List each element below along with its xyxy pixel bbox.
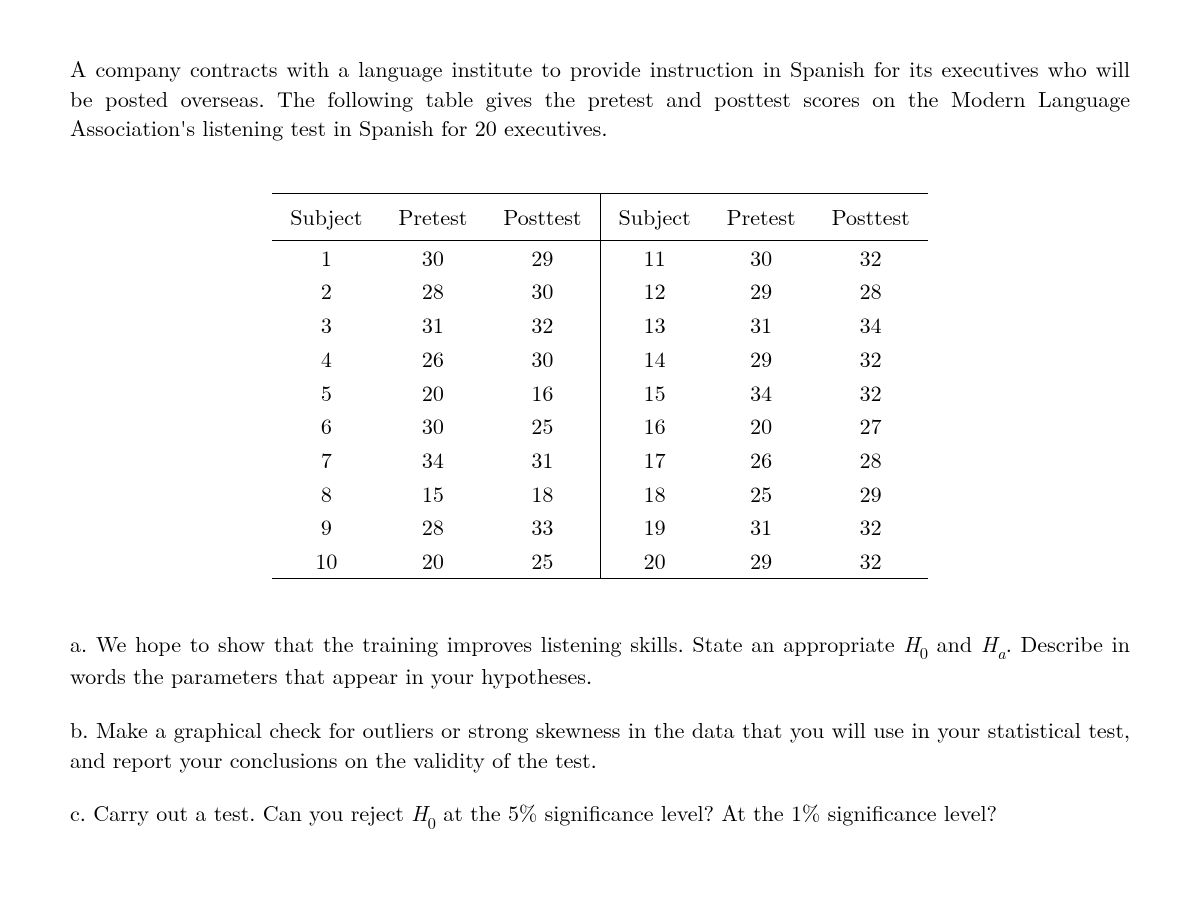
table-cell: 16: [485, 376, 600, 410]
table-cell: 25: [485, 544, 600, 578]
table-cell: 20: [380, 376, 485, 410]
table-cell: 34: [814, 308, 928, 342]
table-cell: 9: [272, 510, 380, 544]
table-row: 22830122928: [272, 274, 927, 308]
table-cell: 32: [814, 240, 928, 274]
table-cell: 17: [600, 443, 709, 477]
qc-suffix: at the 5% significance level? At the 1% …: [436, 797, 997, 828]
table-body: 1302911303222830122928331321331344263014…: [272, 240, 927, 578]
table-cell: 28: [380, 510, 485, 544]
col-subject-1: Subject: [272, 194, 380, 241]
table-cell: 14: [600, 342, 709, 376]
table-cell: 29: [814, 477, 928, 511]
scores-table: Subject Pretest Posttest Subject Pretest…: [272, 193, 927, 579]
table-cell: 30: [485, 342, 600, 376]
table-row: 33132133134: [272, 308, 927, 342]
table-row: 73431172628: [272, 443, 927, 477]
table-cell: 15: [600, 376, 709, 410]
qc-prefix: c. Carry out a test. Can you reject: [70, 797, 411, 828]
table-cell: 6: [272, 409, 380, 443]
qa-h0-sub: 0: [920, 640, 928, 664]
question-a: a. We hope to show that the training imp…: [70, 629, 1130, 691]
qa-ha-sym: H: [981, 628, 997, 659]
table-cell: 20: [380, 544, 485, 578]
qa-and: and: [928, 628, 981, 659]
table-cell: 32: [485, 308, 600, 342]
table-cell: 3: [272, 308, 380, 342]
table-cell: 16: [600, 409, 709, 443]
question-c: c. Carry out a test. Can you reject H0 a…: [70, 798, 1130, 831]
table-cell: 32: [814, 376, 928, 410]
table-cell: 31: [709, 308, 814, 342]
table-row: 42630142932: [272, 342, 927, 376]
table-cell: 31: [485, 443, 600, 477]
table-cell: 30: [485, 274, 600, 308]
table-row: 81518182529: [272, 477, 927, 511]
question-b: b. Make a graphical check for outliers o…: [70, 715, 1130, 774]
table-cell: 30: [380, 240, 485, 274]
table-wrapper: Subject Pretest Posttest Subject Pretest…: [70, 193, 1130, 579]
table-cell: 25: [709, 477, 814, 511]
col-pretest-2: Pretest: [709, 194, 814, 241]
table-cell: 34: [380, 443, 485, 477]
page: A company contracts with a language inst…: [0, 0, 1200, 915]
table-row: 63025162027: [272, 409, 927, 443]
col-subject-2: Subject: [600, 194, 709, 241]
table-cell: 20: [709, 409, 814, 443]
table-cell: 31: [709, 510, 814, 544]
table-row: 13029113032: [272, 240, 927, 274]
table-header-row: Subject Pretest Posttest Subject Pretest…: [272, 194, 927, 241]
table-cell: 31: [380, 308, 485, 342]
table-cell: 18: [600, 477, 709, 511]
qc-h0-sub: 0: [428, 810, 436, 834]
table-cell: 19: [600, 510, 709, 544]
table-cell: 5: [272, 376, 380, 410]
qc-h0-sym: H: [411, 797, 427, 828]
qa-prefix: a. We hope to show that the training imp…: [70, 628, 903, 659]
table-cell: 1: [272, 240, 380, 274]
table-cell: 32: [814, 342, 928, 376]
qa-ha-sub: a: [997, 640, 1005, 664]
table-row: 102025202932: [272, 544, 927, 578]
col-pretest-1: Pretest: [380, 194, 485, 241]
col-posttest-2: Posttest: [814, 194, 928, 241]
table-cell: 28: [380, 274, 485, 308]
table-cell: 8: [272, 477, 380, 511]
table-cell: 29: [709, 342, 814, 376]
table-cell: 12: [600, 274, 709, 308]
table-cell: 11: [600, 240, 709, 274]
table-cell: 7: [272, 443, 380, 477]
table-cell: 33: [485, 510, 600, 544]
table-cell: 27: [814, 409, 928, 443]
table-cell: 30: [380, 409, 485, 443]
intro-paragraph: A company contracts with a language inst…: [70, 54, 1130, 143]
table-cell: 18: [485, 477, 600, 511]
table-cell: 28: [814, 443, 928, 477]
table-cell: 20: [600, 544, 709, 578]
table-cell: 29: [485, 240, 600, 274]
table-cell: 34: [709, 376, 814, 410]
table-cell: 32: [814, 510, 928, 544]
table-cell: 29: [709, 544, 814, 578]
table-cell: 10: [272, 544, 380, 578]
table-cell: 29: [709, 274, 814, 308]
col-posttest-1: Posttest: [485, 194, 600, 241]
table-cell: 26: [709, 443, 814, 477]
table-cell: 25: [485, 409, 600, 443]
table-cell: 30: [709, 240, 814, 274]
table-cell: 26: [380, 342, 485, 376]
table-cell: 28: [814, 274, 928, 308]
table-cell: 15: [380, 477, 485, 511]
table-cell: 4: [272, 342, 380, 376]
qa-h0-sym: H: [903, 628, 919, 659]
table-cell: 32: [814, 544, 928, 578]
table-cell: 13: [600, 308, 709, 342]
table-cell: 2: [272, 274, 380, 308]
table-row: 52016153432: [272, 376, 927, 410]
table-row: 92833193132: [272, 510, 927, 544]
